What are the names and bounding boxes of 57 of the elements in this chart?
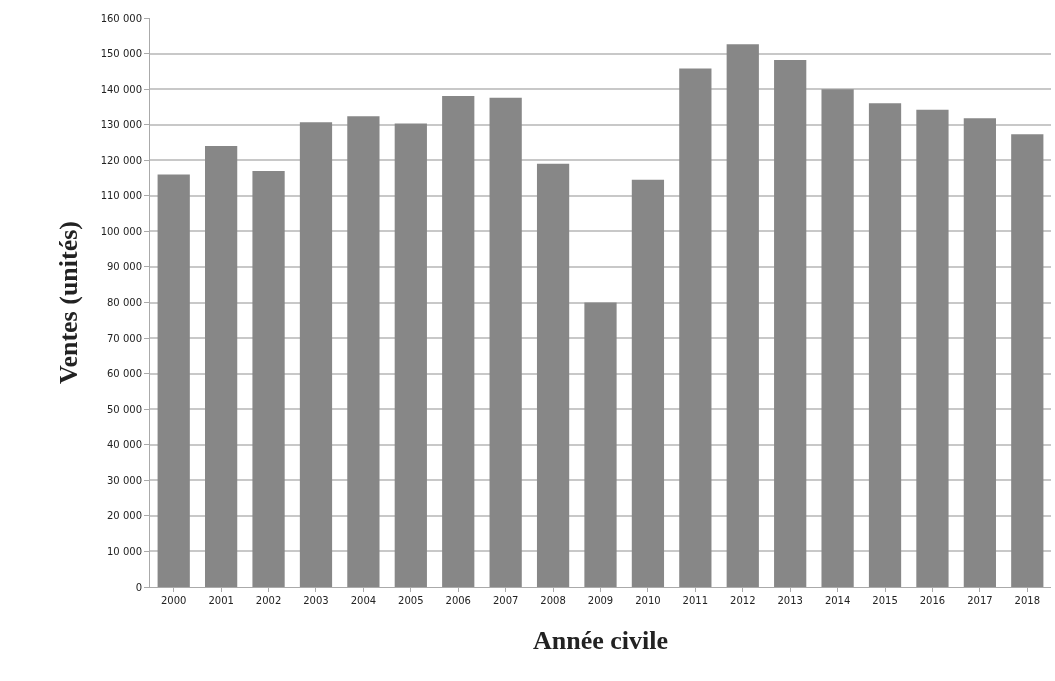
y-tick-label: 10 000 xyxy=(107,545,142,557)
bar xyxy=(489,97,522,587)
y-tick-label: 30 000 xyxy=(107,474,142,486)
y-tick-label: 70 000 xyxy=(107,332,142,344)
bar xyxy=(916,109,949,587)
bar xyxy=(679,68,712,587)
x-tick-label: 2014 xyxy=(824,595,851,606)
bar xyxy=(394,123,427,587)
x-tick-label: 2003 xyxy=(303,595,329,606)
bar xyxy=(347,116,380,587)
bar xyxy=(299,122,333,587)
bar xyxy=(631,179,665,587)
y-tick-label: 20 000 xyxy=(107,510,142,522)
bar xyxy=(536,163,570,587)
y-tick-label: 90 000 xyxy=(107,261,142,273)
bar xyxy=(1011,134,1044,587)
x-tick-label: 2001 xyxy=(208,595,234,606)
x-tick-label: 2009 xyxy=(587,595,614,606)
y-tick-label: 160 000 xyxy=(100,12,142,24)
bar xyxy=(726,44,759,587)
x-tick-label: 2016 xyxy=(919,595,946,606)
x-tick-label: 2012 xyxy=(730,595,756,606)
x-tick-label: 2011 xyxy=(682,595,709,606)
y-tick-label: 50 000 xyxy=(107,403,142,415)
x-tick-label: 2018 xyxy=(1014,595,1041,606)
x-tick-label: 2010 xyxy=(635,595,661,606)
y-tick-label: 130 000 xyxy=(100,119,142,131)
bar xyxy=(868,103,902,587)
x-tick-label: 2007 xyxy=(492,595,519,606)
y-tick-label: 40 000 xyxy=(107,439,142,451)
bar xyxy=(584,302,617,587)
y-axis-title: Ventes (unités) xyxy=(54,221,84,384)
y-tick-label: 80 000 xyxy=(107,297,142,308)
x-tick-label: 2000 xyxy=(160,595,187,606)
x-tick-label: 2006 xyxy=(445,595,471,606)
x-tick-label: 2005 xyxy=(398,595,424,606)
x-axis-title: Année civile xyxy=(532,625,669,655)
bar xyxy=(963,118,996,587)
y-tick-label: 150 000 xyxy=(100,48,142,60)
x-tick-label: 2015 xyxy=(872,595,898,606)
bar xyxy=(774,59,807,587)
x-tick-label: 2004 xyxy=(350,595,377,606)
bar xyxy=(157,174,190,587)
y-tick-label: 0 xyxy=(135,581,142,593)
y-tick-label: 100 000 xyxy=(100,225,142,237)
y-tick-label: 120 000 xyxy=(100,154,142,166)
x-tick-label: 2002 xyxy=(255,595,282,606)
y-tick-label: 60 000 xyxy=(107,368,142,380)
bar xyxy=(205,146,238,587)
bar xyxy=(442,95,475,587)
x-tick-label: 2013 xyxy=(777,595,803,606)
bar xyxy=(252,170,285,587)
y-tick-label: 140 000 xyxy=(100,83,142,95)
x-tick-label: 2008 xyxy=(540,595,566,606)
y-tick-label: 110 000 xyxy=(100,190,142,202)
x-tick-label: 2017 xyxy=(967,595,993,606)
bar xyxy=(821,89,854,587)
